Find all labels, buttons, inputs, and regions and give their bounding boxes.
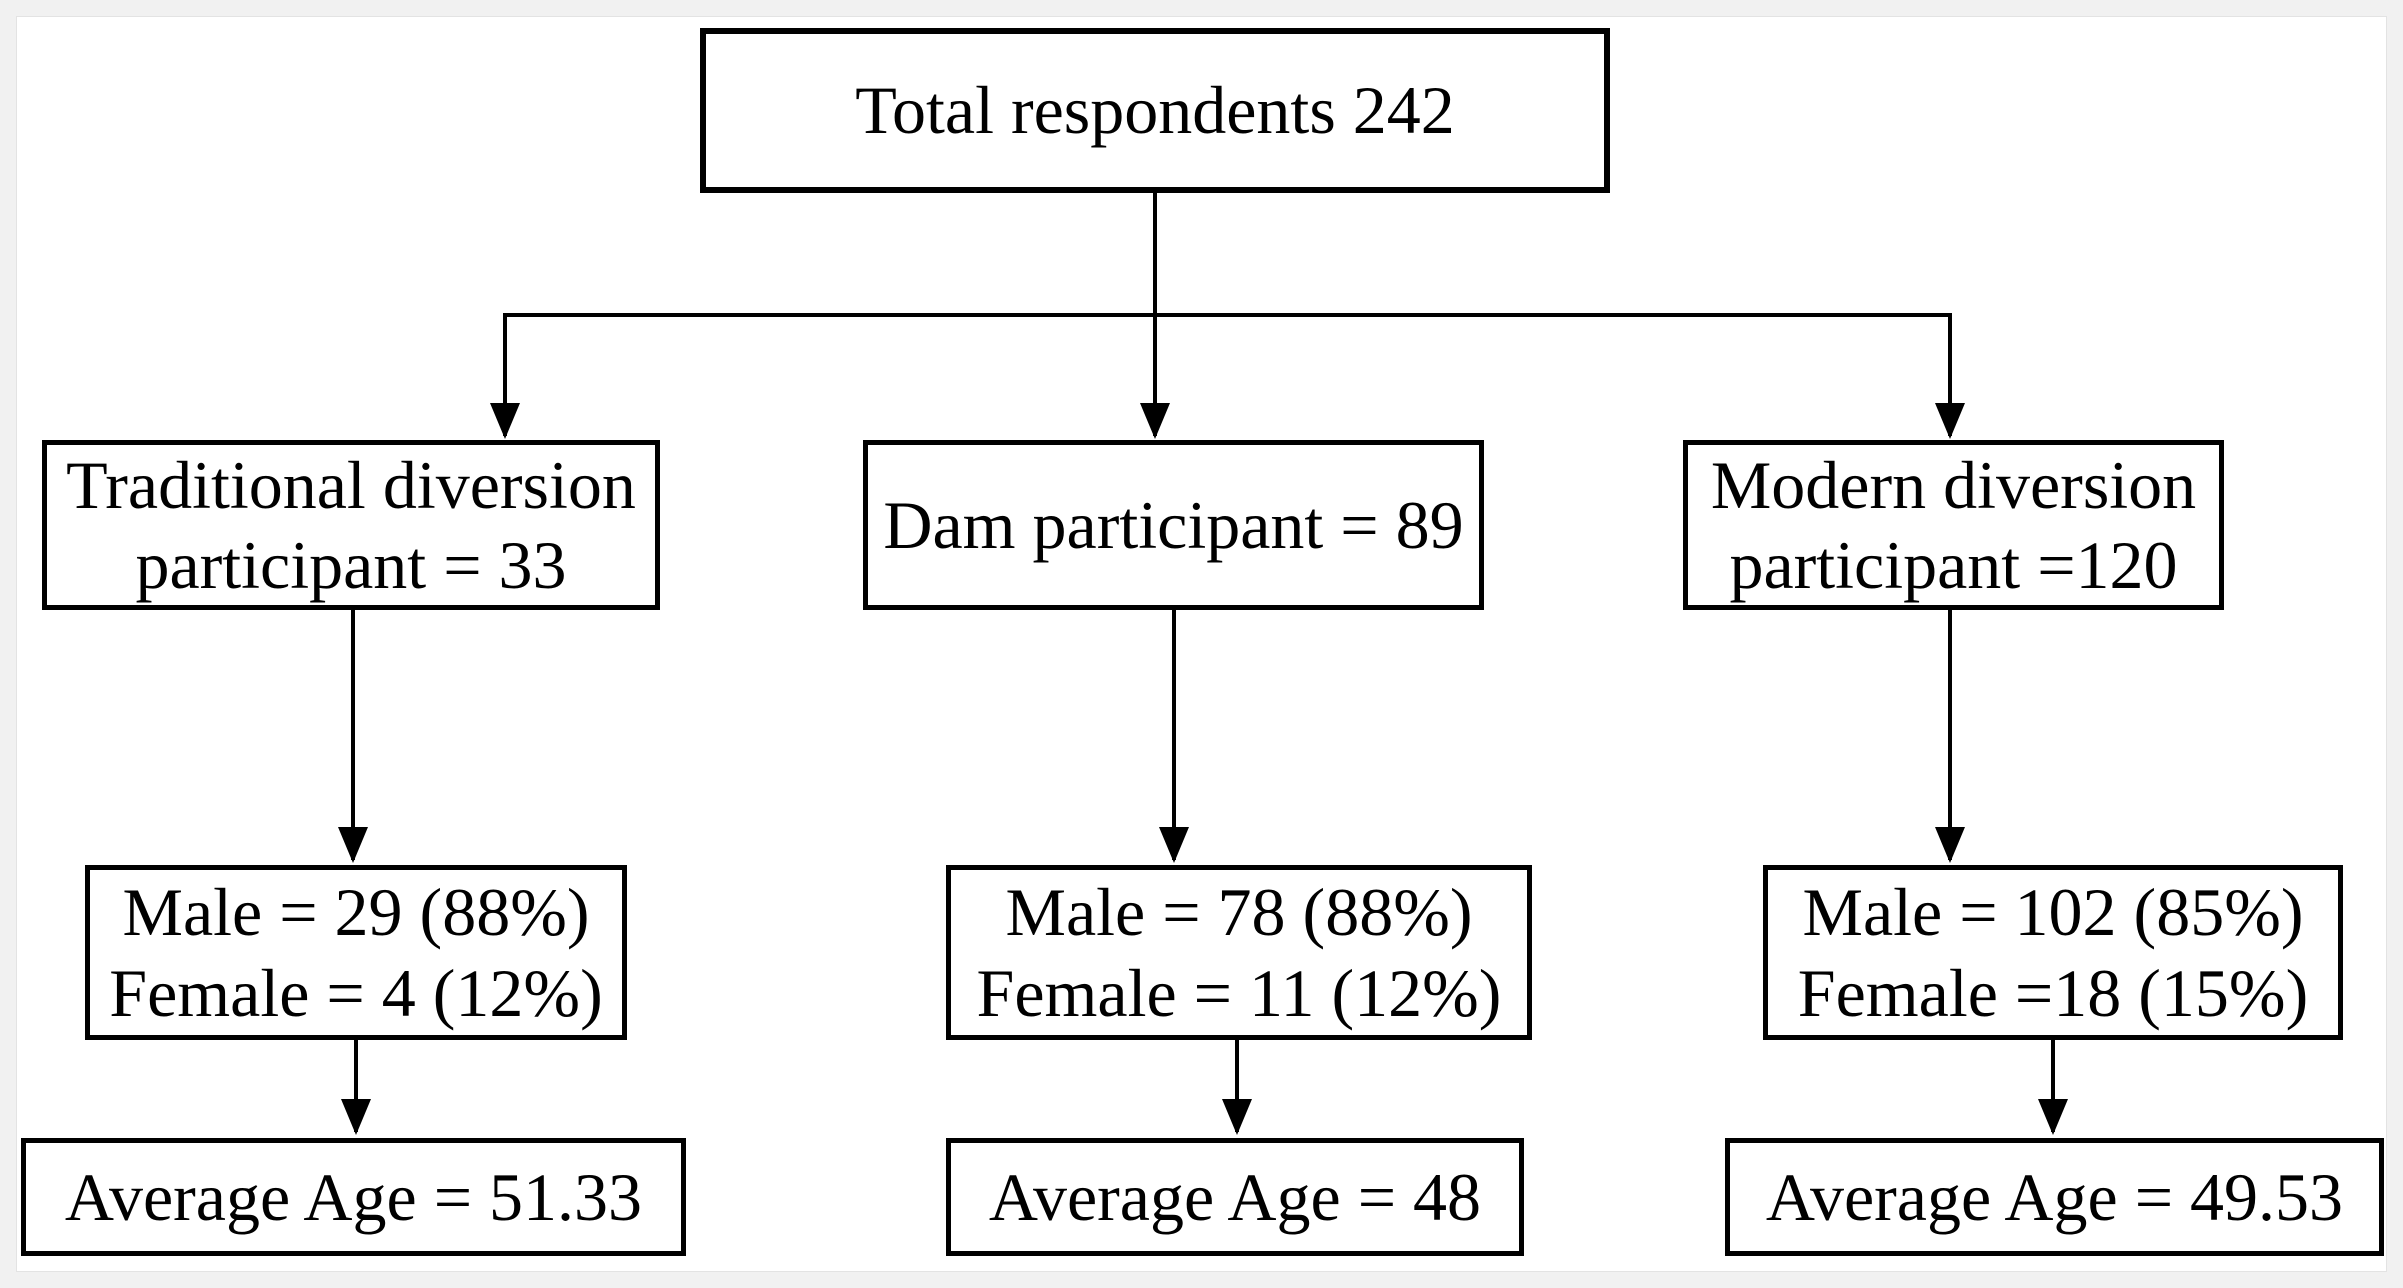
dam-female-label: Female = 11 (12%) <box>976 954 1502 1031</box>
node-modern-diversion-participant: Modern diversion participant =120 <box>1683 440 2224 610</box>
modern-label-line1: Modern diversion <box>1710 446 2197 523</box>
node-average-age-modern: Average Age = 49.53 <box>1725 1138 2384 1256</box>
modern-label-line2: participant =120 <box>1729 527 2178 603</box>
dam-average-age-label: Average Age = 48 <box>988 1158 1482 1235</box>
modern-female-label: Female =18 (15%) <box>1797 954 2309 1031</box>
modern-male-label: Male = 102 (85%) <box>1802 874 2304 951</box>
traditional-average-age-label: Average Age = 51.33 <box>64 1158 643 1235</box>
traditional-male-label: Male = 29 (88%) <box>122 874 590 951</box>
dam-label: Dam participant = 89 <box>883 486 1464 563</box>
node-average-age-traditional: Average Age = 51.33 <box>21 1138 686 1256</box>
traditional-label-line1: Traditional diversion <box>66 446 636 523</box>
modern-average-age-label: Average Age = 49.53 <box>1765 1158 2344 1235</box>
node-gender-traditional: Male = 29 (88%) Female = 4 (12%) <box>85 865 627 1040</box>
node-total-respondents: Total respondents 242 <box>700 28 1610 193</box>
node-traditional-diversion-participant: Traditional diversion participant = 33 <box>42 440 660 610</box>
total-respondents-label: Total respondents 242 <box>855 72 1455 149</box>
node-gender-dam: Male = 78 (88%) Female = 11 (12%) <box>946 865 1532 1040</box>
traditional-label-line2: participant = 33 <box>135 527 567 603</box>
node-dam-participant: Dam participant = 89 <box>863 440 1484 610</box>
dam-male-label: Male = 78 (88%) <box>1005 874 1473 951</box>
node-gender-modern: Male = 102 (85%) Female =18 (15%) <box>1763 865 2343 1040</box>
traditional-female-label: Female = 4 (12%) <box>109 954 603 1031</box>
node-average-age-dam: Average Age = 48 <box>946 1138 1524 1256</box>
